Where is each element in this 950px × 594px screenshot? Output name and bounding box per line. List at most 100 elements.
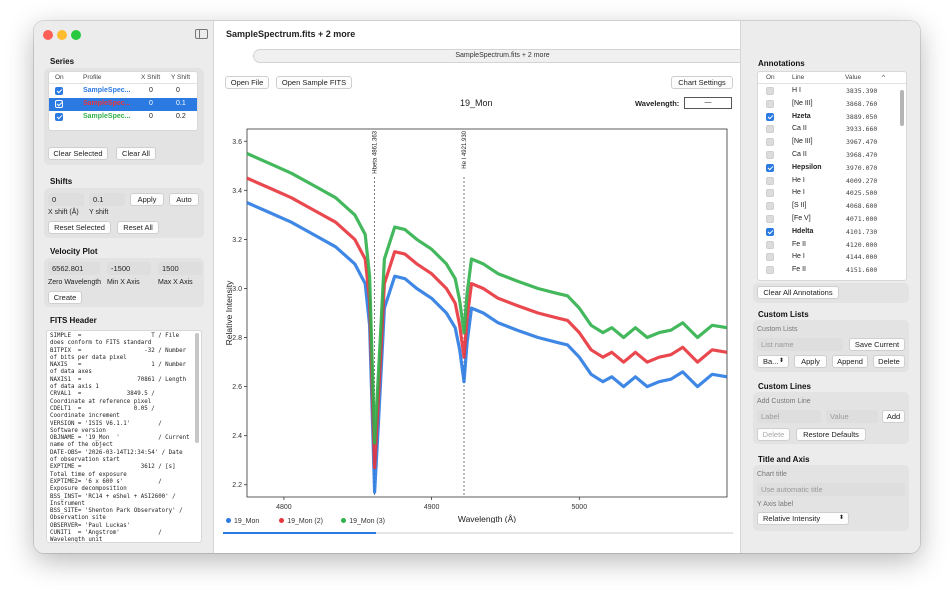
annotation-visible-checkbox[interactable] <box>766 266 774 275</box>
chart-title-input[interactable]: Use automatic title <box>757 483 905 496</box>
reset-all-button[interactable]: Reset All <box>117 221 159 234</box>
y-axis-label-dropdown[interactable]: Relative Intensity ⬍ <box>757 512 849 525</box>
restore-defaults-button[interactable]: Restore Defaults <box>796 428 866 441</box>
ann-header-value[interactable]: Value <box>845 74 862 81</box>
clear-all-series-button[interactable]: Clear All <box>116 147 156 160</box>
list-name-input[interactable]: List name <box>757 338 843 351</box>
zero-wavelength-input[interactable]: 6562.801 <box>48 262 100 275</box>
series-visible-checkbox[interactable] <box>55 100 63 108</box>
min-x-axis-label: Min X Axis <box>107 279 140 286</box>
y-axis-label-caption: Y Axis label <box>757 501 794 508</box>
save-current-list-button[interactable]: Save Current <box>849 338 905 351</box>
apply-list-button[interactable]: Apply <box>794 355 827 368</box>
custom-line-label-input[interactable]: Label <box>757 410 821 423</box>
delete-list-button[interactable]: Delete <box>873 355 905 368</box>
legend-item[interactable]: 19_Mon (3) <box>341 518 385 525</box>
annotation-visible-checkbox[interactable] <box>766 215 774 223</box>
window-title: SampleSpectrum.fits + 2 more <box>226 29 356 39</box>
series-row[interactable]: SampleSpec... 0 0.2 <box>49 111 197 124</box>
create-velocity-button[interactable]: Create <box>48 291 82 304</box>
max-x-axis-input[interactable]: 1500 <box>158 262 202 275</box>
annotation-row[interactable]: H I 3835.390 <box>758 85 906 98</box>
clear-all-annotations-button[interactable]: Clear All Annotations <box>757 286 839 299</box>
auto-shift-button[interactable]: Auto <box>169 193 199 206</box>
reset-selected-button[interactable]: Reset Selected <box>48 221 111 234</box>
series-line[interactable] <box>246 152 728 445</box>
annotation-row[interactable]: Ca II 3933.660 <box>758 123 906 136</box>
annotation-visible-checkbox[interactable] <box>766 151 774 159</box>
sidebar-toggle-icon[interactable] <box>195 29 208 39</box>
chart-settings-button[interactable]: Chart Settings <box>671 76 733 89</box>
annotation-row[interactable]: Ca II 3968.470 <box>758 149 906 162</box>
y-tick-label: 3.0 <box>232 286 242 293</box>
document-tab[interactable]: SampleSpectrum.fits + 2 more <box>253 49 752 63</box>
annotation-visible-checkbox[interactable] <box>766 87 774 95</box>
y-axis-label-value: Relative Intensity <box>763 514 821 523</box>
open-sample-fits-button[interactable]: Open Sample FITS <box>276 76 352 89</box>
annotation-row[interactable]: Fe II 4120.000 <box>758 239 906 252</box>
annotation-visible-checkbox[interactable] <box>766 189 774 198</box>
series-line[interactable] <box>246 176 728 470</box>
spectrum-chart[interactable]: 2.2 2.4 2.6 2.8 3.0 3.2 3.4 3.6 4800 4900 5000 Wave… <box>214 111 740 523</box>
annotation-line-value: 3868.760 <box>846 99 878 108</box>
annotation-visible-checkbox[interactable] <box>766 112 774 121</box>
annotation-visible-checkbox[interactable] <box>766 99 774 108</box>
legend-item[interactable]: 19_Mon (2) <box>279 518 323 525</box>
chart-title: 19_Mon <box>460 98 493 108</box>
annotation-line-value: 4071.000 <box>846 215 878 223</box>
minimize-window-button[interactable] <box>57 30 67 40</box>
fits-header-textbox[interactable]: SIMPLE = T / File does conform to FITS s… <box>46 330 202 543</box>
series-row[interactable]: SampleSpec... 0 0.1 <box>49 98 197 111</box>
series-row[interactable]: SampleSpec... 0 0 <box>49 85 197 98</box>
series-table: On Profile X Shift Y Shift SampleSpec...… <box>48 71 198 131</box>
custom-line-value-input[interactable]: Value <box>826 410 878 423</box>
series-profile-name: SampleSpec... <box>83 87 131 94</box>
annotation-visible-checkbox[interactable] <box>766 138 774 147</box>
annotation-row[interactable]: [S II] 4068.600 <box>758 200 906 213</box>
annotation-row[interactable]: [Ne III] 3868.760 <box>758 98 906 111</box>
annotation-row[interactable]: He I 4144.000 <box>758 251 906 264</box>
annotation-row[interactable]: [Ne III] 3967.470 <box>758 136 906 149</box>
open-file-button[interactable]: Open File <box>225 76 269 89</box>
annotation-line-name: [Ne III] <box>792 99 813 107</box>
wavelength-readout-label: Wavelength: <box>635 99 680 108</box>
annotation-line-name: [S II] <box>792 202 807 210</box>
close-window-button[interactable] <box>43 30 53 40</box>
annotation-visible-checkbox[interactable] <box>766 176 774 185</box>
annotation-visible-checkbox[interactable] <box>766 227 774 236</box>
x-shift-input[interactable]: 0 <box>48 193 84 206</box>
min-x-axis-input[interactable]: -1500 <box>107 262 151 275</box>
annotation-visible-checkbox[interactable] <box>766 125 774 134</box>
series-x-shift: 0 <box>149 87 153 94</box>
annotations-scrollbar[interactable] <box>900 90 904 126</box>
series-visible-checkbox[interactable] <box>55 113 63 121</box>
list-select-dropdown[interactable]: Ba... ⬍ <box>757 355 789 368</box>
ann-header-line: Line <box>792 74 805 81</box>
series-visible-checkbox[interactable] <box>55 87 63 95</box>
left-sidebar: Series On Profile X Shift Y Shift Sample… <box>34 21 214 553</box>
annotation-visible-checkbox[interactable] <box>766 253 774 262</box>
annotation-label: He I 4921.930 <box>462 130 468 168</box>
annotation-row[interactable]: Hzeta 3889.050 <box>758 111 906 124</box>
annotation-visible-checkbox[interactable] <box>766 240 774 249</box>
annotation-row[interactable]: He I 4025.500 <box>758 187 906 200</box>
annotation-row[interactable]: He I 4009.270 <box>758 175 906 188</box>
clear-selected-button[interactable]: Clear Selected <box>48 147 108 160</box>
append-list-button[interactable]: Append <box>832 355 868 368</box>
add-custom-line-button[interactable]: Add <box>882 410 905 423</box>
y-tick-label: 2.8 <box>232 335 242 342</box>
y-shift-input[interactable]: 0.1 <box>89 193 125 206</box>
annotation-visible-checkbox[interactable] <box>766 163 774 172</box>
zoom-window-button[interactable] <box>71 30 81 40</box>
series-line[interactable] <box>246 201 728 494</box>
apply-shift-button[interactable]: Apply <box>130 193 164 206</box>
title-and-axis-title: Title and Axis <box>758 455 810 464</box>
annotation-row[interactable]: [Fe V] 4071.000 <box>758 213 906 226</box>
annotation-row[interactable]: Fe II 4151.600 <box>758 264 906 277</box>
annotation-row[interactable]: Hdelta 4101.730 <box>758 226 906 239</box>
fits-scrollbar[interactable] <box>195 333 199 443</box>
annotation-row[interactable]: Hepsilon 3970.070 <box>758 162 906 175</box>
delete-custom-line-button[interactable]: Delete <box>757 428 790 441</box>
legend-item[interactable]: 19_Mon <box>226 518 259 525</box>
annotation-visible-checkbox[interactable] <box>766 202 774 211</box>
